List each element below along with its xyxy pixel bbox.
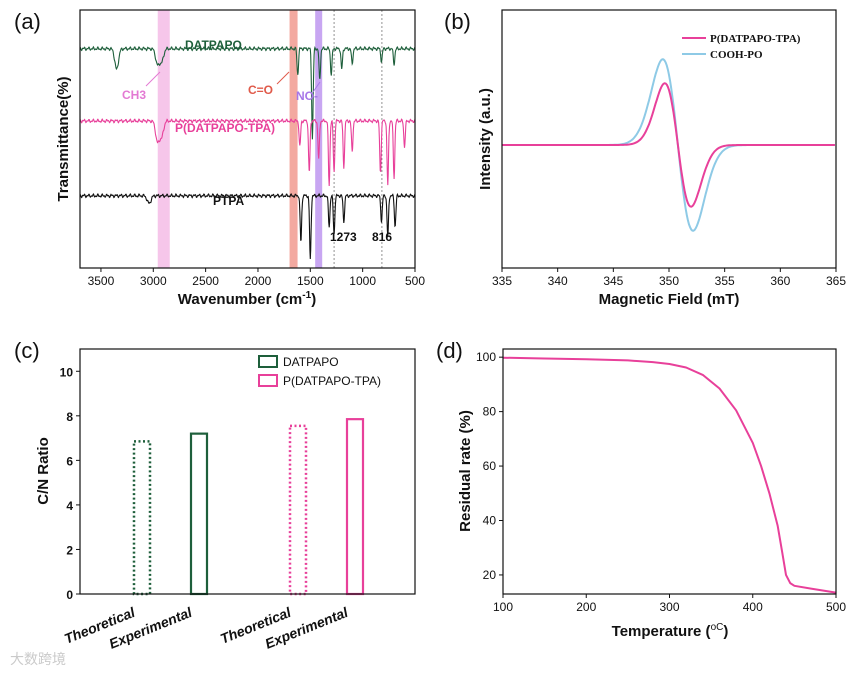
- epr-panel: 335 340 345 350 355 360 365 Intensity (a.u.) M…: [477, 9, 846, 308]
- tga-plot-frame: [502, 348, 837, 595]
- tga-x-tick-label: 400: [743, 600, 763, 614]
- ftir-series-line: [79, 118, 416, 187]
- ftir-x-tick-label: 1000: [349, 274, 376, 288]
- cn-bar-experimental: [345, 418, 365, 596]
- tga-y-axis-label: Residual rate (%): [457, 410, 474, 532]
- cn-legend-label-datpapo: DATPAPO: [283, 355, 339, 369]
- band-arrow-no: [312, 81, 321, 93]
- epr-legend-label-cooh: COOH-PO: [710, 49, 763, 61]
- ftir-label-datpapo: DATPAPO: [185, 38, 242, 52]
- epr-legend-label-polymer: P(DATPAPO-TPA): [710, 33, 801, 45]
- tga-panel: 100 200 300 400 500 20 40 60 80 100 Residual rate…: [457, 348, 846, 640]
- panel-label-b: (b): [444, 9, 471, 34]
- ftir-x-tick-label: 2000: [245, 274, 272, 288]
- epr-x-tick-label: 365: [826, 274, 846, 288]
- epr-x-tick-label: 360: [770, 274, 790, 288]
- ftir-band-0: [157, 10, 170, 268]
- tga-x-tick-label: 500: [826, 600, 846, 614]
- epr-plot-frame: [501, 9, 837, 269]
- epr-series-line: [502, 82, 835, 208]
- cn-bar-experimental: [189, 432, 209, 596]
- cn-plot-frame: [79, 348, 416, 595]
- ftir-band-2: [315, 10, 323, 268]
- ftir-y-axis-label: Transmittance(%): [55, 76, 72, 201]
- ftir-label-ptpa: PTPA: [213, 194, 244, 208]
- cn-legend-swatch-polymer: [258, 374, 278, 387]
- guide-label-1273: 1273: [330, 230, 357, 244]
- cn-legend: DATPAPO P(DATPAPO-TPA): [258, 355, 381, 388]
- cn-y-tick-label: 4: [66, 499, 73, 513]
- cn-bar-theoretical: [288, 424, 308, 596]
- cn-y-tick-label: 8: [66, 410, 73, 424]
- tga-x-axis-label: Temperature (oC): [612, 622, 729, 640]
- cn-y-tick-label: 0: [66, 588, 73, 602]
- tga-curve: [502, 356, 837, 594]
- tga-y-tick-label: 80: [483, 405, 497, 419]
- band-label-no: NO-: [296, 89, 318, 103]
- ftir-series-line: [79, 192, 416, 260]
- ftir-panel: 3500 3000 2500 2000 1500 1000 500 Transmittanc…: [55, 9, 425, 308]
- cn-bar-theoretical: [132, 440, 152, 596]
- band-arrow-ch3: [145, 71, 161, 87]
- ftir-x-tick-label: 3500: [88, 274, 115, 288]
- ftir-plot-frame: [79, 9, 416, 269]
- epr-x-tick-label: 350: [659, 274, 679, 288]
- guide-label-816: 816: [372, 230, 392, 244]
- ftir-label-polymer: P(DATPAPO-TPA): [175, 121, 275, 135]
- tga-y-tick-label: 100: [476, 350, 496, 364]
- watermark: 大数跨境: [10, 652, 66, 668]
- ftir-band-1: [289, 10, 298, 268]
- cn-y-tick-label: 10: [60, 365, 74, 379]
- tga-x-tick-label: 300: [659, 600, 679, 614]
- ftir-x-tick-label: 3000: [140, 274, 167, 288]
- tga-x-tick-label: 100: [493, 600, 513, 614]
- tga-y-tick-label: 20: [483, 568, 497, 582]
- epr-x-tick-label: 335: [492, 274, 512, 288]
- epr-x-tick-label: 340: [548, 274, 568, 288]
- cn-legend-label-polymer: P(DATPAPO-TPA): [283, 374, 381, 388]
- epr-y-axis-label: Intensity (a.u.): [477, 88, 494, 190]
- ftir-x-tick-label: 500: [405, 274, 425, 288]
- tga-x-tick-label: 200: [576, 600, 596, 614]
- tga-y-tick-label: 60: [483, 459, 497, 473]
- ftir-x-tick-label: 2500: [192, 274, 219, 288]
- ftir-series-line: [79, 45, 416, 140]
- epr-x-tick-label: 345: [603, 274, 623, 288]
- panel-label-c: (c): [14, 338, 40, 363]
- cn-y-tick-label: 6: [66, 454, 73, 468]
- cn-ratio-panel: 0 2 4 6 8 10 C/N Ratio DATPAPO P(DATPAPO-TPA)…: [35, 348, 416, 652]
- band-arrow-co: [276, 71, 290, 85]
- panel-label-a: (a): [14, 9, 41, 34]
- band-label-co: C=O: [248, 83, 273, 97]
- cn-y-axis-label: C/N Ratio: [35, 437, 52, 505]
- ftir-x-tick-label: 1500: [297, 274, 324, 288]
- epr-x-tick-label: 355: [715, 274, 735, 288]
- tga-y-tick-label: 40: [483, 514, 497, 528]
- epr-legend: P(DATPAPO-TPA) COOH-PO: [682, 33, 801, 61]
- ftir-x-axis-label: Wavenumber (cm-1): [178, 290, 316, 308]
- panel-label-d: (d): [436, 338, 463, 363]
- epr-x-axis-label: Magnetic Field (mT): [599, 291, 740, 308]
- cn-legend-swatch-datpapo: [258, 355, 278, 368]
- cn-y-tick-label: 2: [66, 543, 73, 557]
- band-label-ch3: CH3: [122, 88, 146, 102]
